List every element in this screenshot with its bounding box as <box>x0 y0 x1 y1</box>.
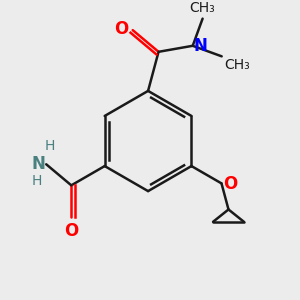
Text: O: O <box>115 20 129 38</box>
Text: CH₃: CH₃ <box>225 58 250 72</box>
Text: O: O <box>64 222 78 240</box>
Text: N: N <box>32 155 45 173</box>
Text: O: O <box>224 176 238 194</box>
Text: CH₃: CH₃ <box>190 1 215 15</box>
Text: H: H <box>32 174 42 188</box>
Text: H: H <box>45 139 55 153</box>
Text: N: N <box>194 37 208 55</box>
